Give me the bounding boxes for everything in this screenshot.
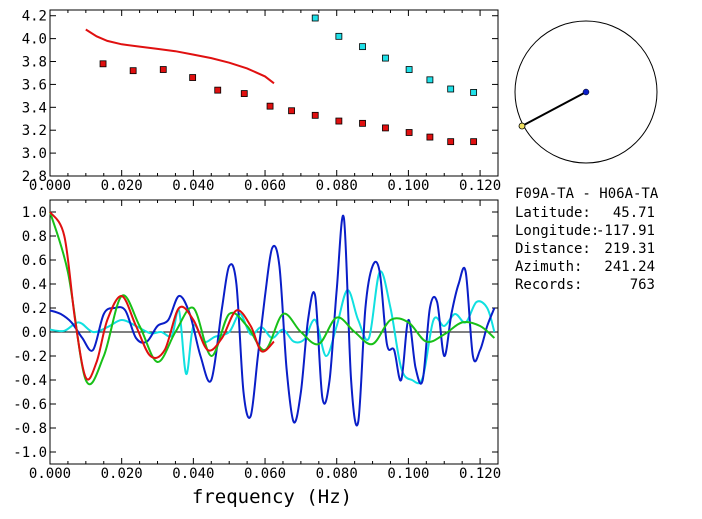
red-point: [447, 138, 455, 146]
red-point: [99, 60, 107, 68]
red-point: [288, 107, 295, 115]
dispersion-x-tick-labels: 0.000 0.020 0.040 0.060 0.080 0.100 0.120: [29, 178, 501, 194]
latitude-value: 45.71: [613, 205, 655, 221]
red-point: [189, 74, 197, 81]
cyan-point-markers: [311, 14, 478, 96]
spectrum-y-tick-label: -0.4: [13, 373, 47, 389]
red-point: [214, 86, 222, 94]
blue-series-line: [49, 214, 496, 427]
cyan-point: [382, 54, 389, 62]
dispersion-y-tick-label: 2.8: [22, 169, 47, 185]
dispersion-y-tick-label: 3.8: [22, 55, 47, 71]
red-point: [240, 90, 248, 97]
red-point: [382, 124, 389, 132]
path-line: [521, 91, 587, 127]
cyan-point: [426, 76, 434, 84]
red-point: [159, 66, 167, 73]
cyan-point: [470, 89, 478, 96]
station-info: F09A-TA - H06A-TA Latitude: 45.71 Longit…: [515, 186, 659, 293]
dispersion-y-tick-label: 3.4: [22, 100, 47, 116]
spectrum-y-tick-label: -0.8: [13, 421, 47, 437]
spectrum-series: [49, 211, 496, 427]
distance-value: 219.31: [604, 241, 655, 257]
dispersion-panel: 2.8 3.0 3.2 3.4 3.6 3.8 4.0 4.2 0.000 0.020 0.040…: [22, 9, 501, 194]
red-point: [129, 67, 137, 75]
spectrum-y-tick-label: 1.0: [22, 205, 47, 221]
cyan-point: [335, 32, 343, 40]
longitude-label: Longitude:: [515, 223, 599, 239]
spectrum-y-tick-labels: 1.0 0.8 0.6 0.4 0.2 0.0 -0.2 -0.4 -0.6 -0.8 -1.0: [13, 205, 47, 461]
records-value: 763: [630, 277, 655, 293]
spectrum-y-tick-label: -0.2: [13, 349, 47, 365]
spectrum-y-tick-label: 0.6: [22, 253, 47, 269]
spectrum-ticks: [49, 200, 499, 464]
dispersion-y-tick-label: 4.2: [22, 9, 47, 25]
red-series-line: [49, 211, 275, 381]
spectrum-y-tick-label: 0.0: [22, 325, 47, 341]
spectrum-x-tick-label: 0.000: [29, 466, 71, 482]
dispersion-y-tick-label: 3.6: [22, 77, 47, 93]
azimuth-map: [514, 20, 658, 164]
spectrum-y-tick-label: 0.4: [22, 277, 47, 293]
red-point: [470, 138, 478, 146]
cyan-point: [405, 66, 413, 73]
dispersion-y-tick-label: 4.0: [22, 32, 47, 48]
dispersion-red-curve: [85, 28, 275, 85]
station-dot: [582, 88, 590, 96]
spectrum-y-tick-label: -1.0: [13, 445, 47, 461]
spectrum-x-tick-labels: 0.000 0.020 0.040 0.060 0.080 0.100 0.120: [29, 466, 501, 482]
spectrum-x-tick-label: 0.080: [316, 466, 358, 482]
spectrum-x-tick-label: 0.060: [244, 466, 286, 482]
dispersion-ticks: [49, 10, 499, 177]
dispersion-x-tick-label: 0.080: [316, 178, 358, 194]
red-point: [405, 129, 413, 136]
distance-label: Distance:: [515, 241, 591, 257]
red-point: [426, 133, 434, 141]
x-axis-label: frequency (Hz): [192, 486, 352, 508]
red-point: [335, 117, 343, 125]
azimuth-label: Azimuth:: [515, 259, 582, 275]
spectrum-y-tick-label: -0.6: [13, 397, 47, 413]
dispersion-y-tick-label: 3.0: [22, 146, 47, 162]
red-point: [311, 111, 319, 119]
spectrum-x-tick-label: 0.040: [172, 466, 214, 482]
spectrum-x-tick-label: 0.100: [387, 466, 429, 482]
cyan-point: [311, 14, 319, 22]
dispersion-y-tick-label: 3.2: [22, 123, 47, 139]
dispersion-x-tick-label: 0.040: [172, 178, 214, 194]
dispersion-panel-frame: [49, 9, 499, 177]
station-pair: F09A-TA - H06A-TA: [515, 186, 659, 202]
source-dot: [518, 122, 526, 130]
spectrum-x-tick-label: 0.120: [459, 466, 501, 482]
red-point-markers: [99, 60, 478, 146]
cyan-point: [447, 85, 455, 93]
spectrum-x-tick-label: 0.020: [101, 466, 143, 482]
dispersion-x-tick-label: 0.000: [29, 178, 71, 194]
dispersion-x-tick-label: 0.120: [459, 178, 501, 194]
dispersion-x-tick-label: 0.020: [101, 178, 143, 194]
azimuth-value: 241.24: [604, 259, 655, 275]
spectrum-y-tick-label: 0.8: [22, 229, 47, 245]
records-label: Records:: [515, 277, 582, 293]
spectrum-y-tick-label: 0.2: [22, 301, 47, 317]
dispersion-y-tick-labels: 2.8 3.0 3.2 3.4 3.6 3.8 4.0 4.2: [22, 9, 47, 185]
cyan-point: [359, 43, 366, 51]
red-point: [359, 119, 366, 127]
latitude-label: Latitude:: [515, 205, 591, 221]
dispersion-x-tick-label: 0.100: [387, 178, 429, 194]
red-point: [266, 102, 274, 110]
spectrum-panel: 1.0 0.8 0.6 0.4 0.2 0.0 -0.2 -0.4 -0.6 -0.8 -1.0 0…: [13, 199, 501, 508]
dispersion-x-tick-label: 0.060: [244, 178, 286, 194]
map-circle: [514, 20, 658, 164]
longitude-value: -117.91: [596, 223, 655, 239]
green-series-line: [49, 211, 496, 386]
